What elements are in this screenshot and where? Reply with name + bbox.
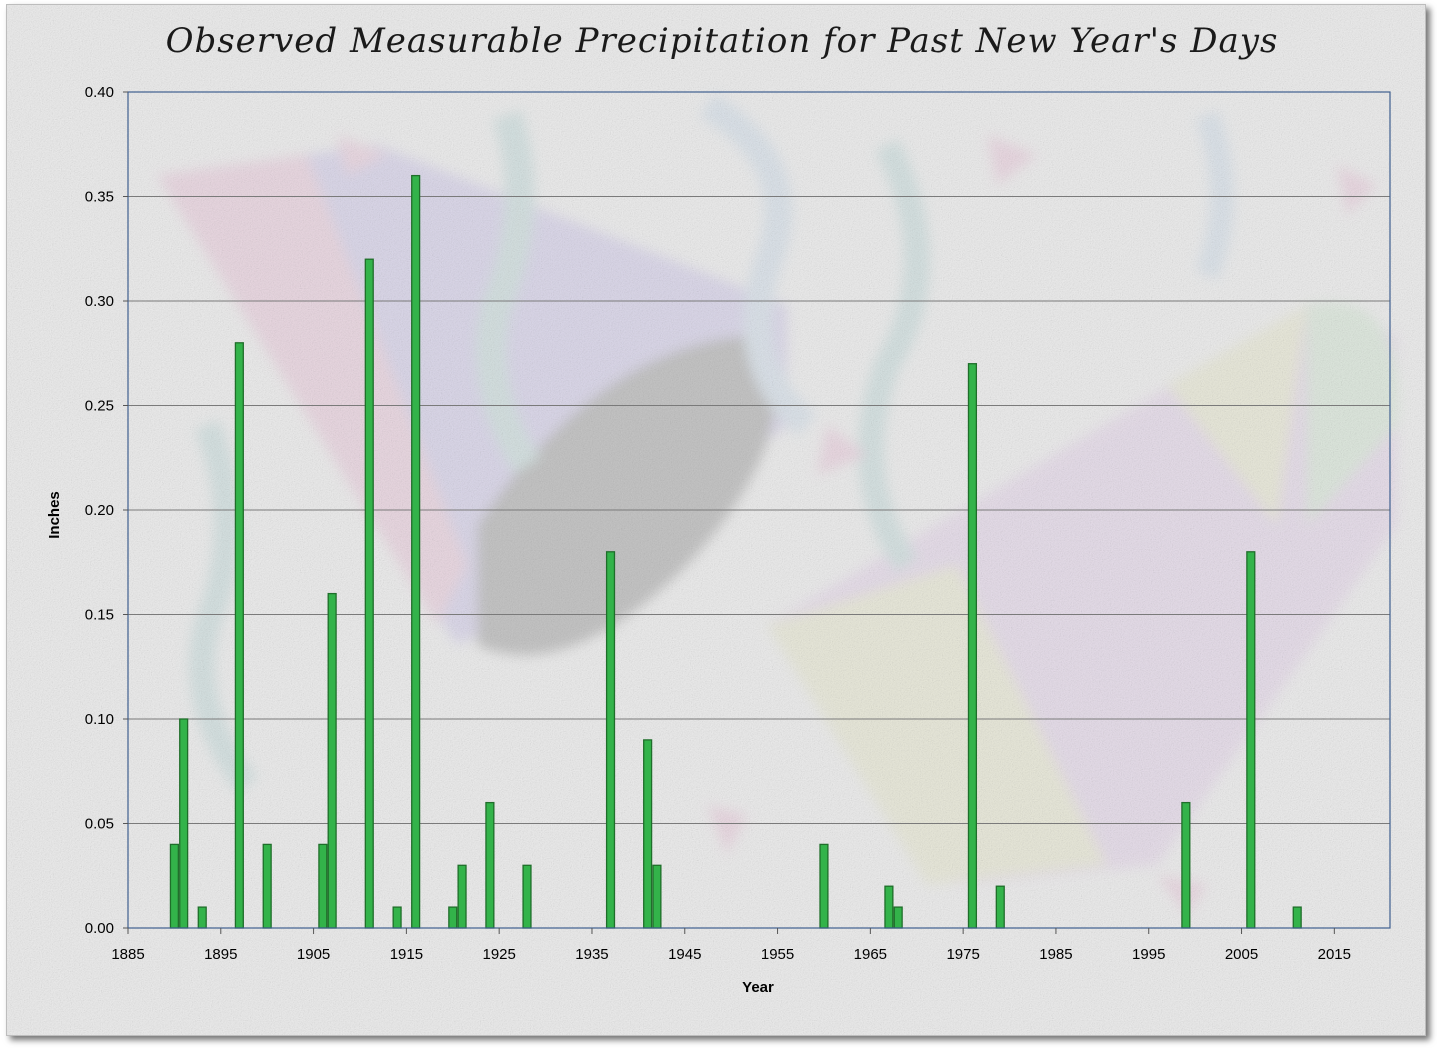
bar-1916 [411,174,421,929]
x-tick-label: 1885 [111,946,144,963]
x-tick-label: 1945 [668,946,701,963]
bar-1920 [448,906,458,929]
x-tick-label: 1915 [390,946,423,963]
bar-2011 [1292,906,1302,929]
speckle-texture [7,5,1425,1035]
bar-2006 [1246,551,1256,929]
gridlines [128,196,1390,824]
bar-1914 [392,906,402,929]
y-axis-ticks: 0.00 0.05 0.10 0.15 0.20 0.25 0.30 0.35 0.40 [85,84,128,937]
y-tick-label: 0.25 [85,398,114,415]
chart-title: Observed Measurable Precipitation for Pa… [165,21,1279,61]
bars-group [169,174,1302,929]
bar-1967 [884,885,894,929]
y-tick-label: 0.20 [85,502,114,519]
y-tick-label: 0.15 [85,607,114,624]
x-tick-label: 1925 [482,946,515,963]
y-tick-label: 0.05 [85,816,114,833]
bar-1921 [457,864,467,929]
bar-1942 [652,864,662,929]
bar-1900 [262,843,272,929]
bar-1976 [967,363,978,929]
bar-1968 [893,906,903,929]
y-tick-label: 0.40 [85,84,114,101]
x-tick-label: 1955 [761,946,794,963]
chart-canvas: 0.00 0.05 0.10 0.15 0.20 0.25 0.30 0.35 0.40 188… [7,5,1425,1035]
y-tick-label: 0.00 [85,920,114,937]
bar-1890 [169,843,179,929]
bar-1924 [485,801,495,929]
bar-1960 [819,843,829,929]
y-tick-label: 0.10 [85,711,114,728]
bar-1911 [364,258,374,929]
bar-1928 [522,864,532,929]
x-tick-label: 1985 [1039,946,1072,963]
bar-1897 [234,342,244,929]
y-tick-label: 0.30 [85,293,114,310]
chart-area: 0.00 0.05 0.10 0.15 0.20 0.25 0.30 0.35 0.40 188… [6,4,1426,1036]
y-tick-label: 0.35 [85,189,114,206]
bar-1891 [179,718,189,929]
bar-1979 [995,885,1005,929]
x-tick-label: 1935 [575,946,608,963]
bar-1893 [197,906,207,929]
bar-1999 [1181,801,1191,929]
bar-1941 [643,739,653,929]
x-tick-label: 1905 [297,946,330,963]
x-axis-title: Year [742,979,774,996]
x-tick-label: 2005 [1225,946,1258,963]
x-tick-label: 1975 [946,946,979,963]
bar-1907 [327,592,337,929]
x-axis-ticks: 1885 1895 1905 1915 1925 1935 1945 1955 1965 1975… [111,928,1351,963]
x-tick-label: 2015 [1318,946,1351,963]
x-tick-label: 1965 [854,946,887,963]
x-tick-label: 1995 [1132,946,1165,963]
bar-1937 [605,551,616,929]
y-axis-title: Inches [46,491,63,539]
bar-1906 [318,843,328,929]
x-tick-label: 1895 [204,946,237,963]
